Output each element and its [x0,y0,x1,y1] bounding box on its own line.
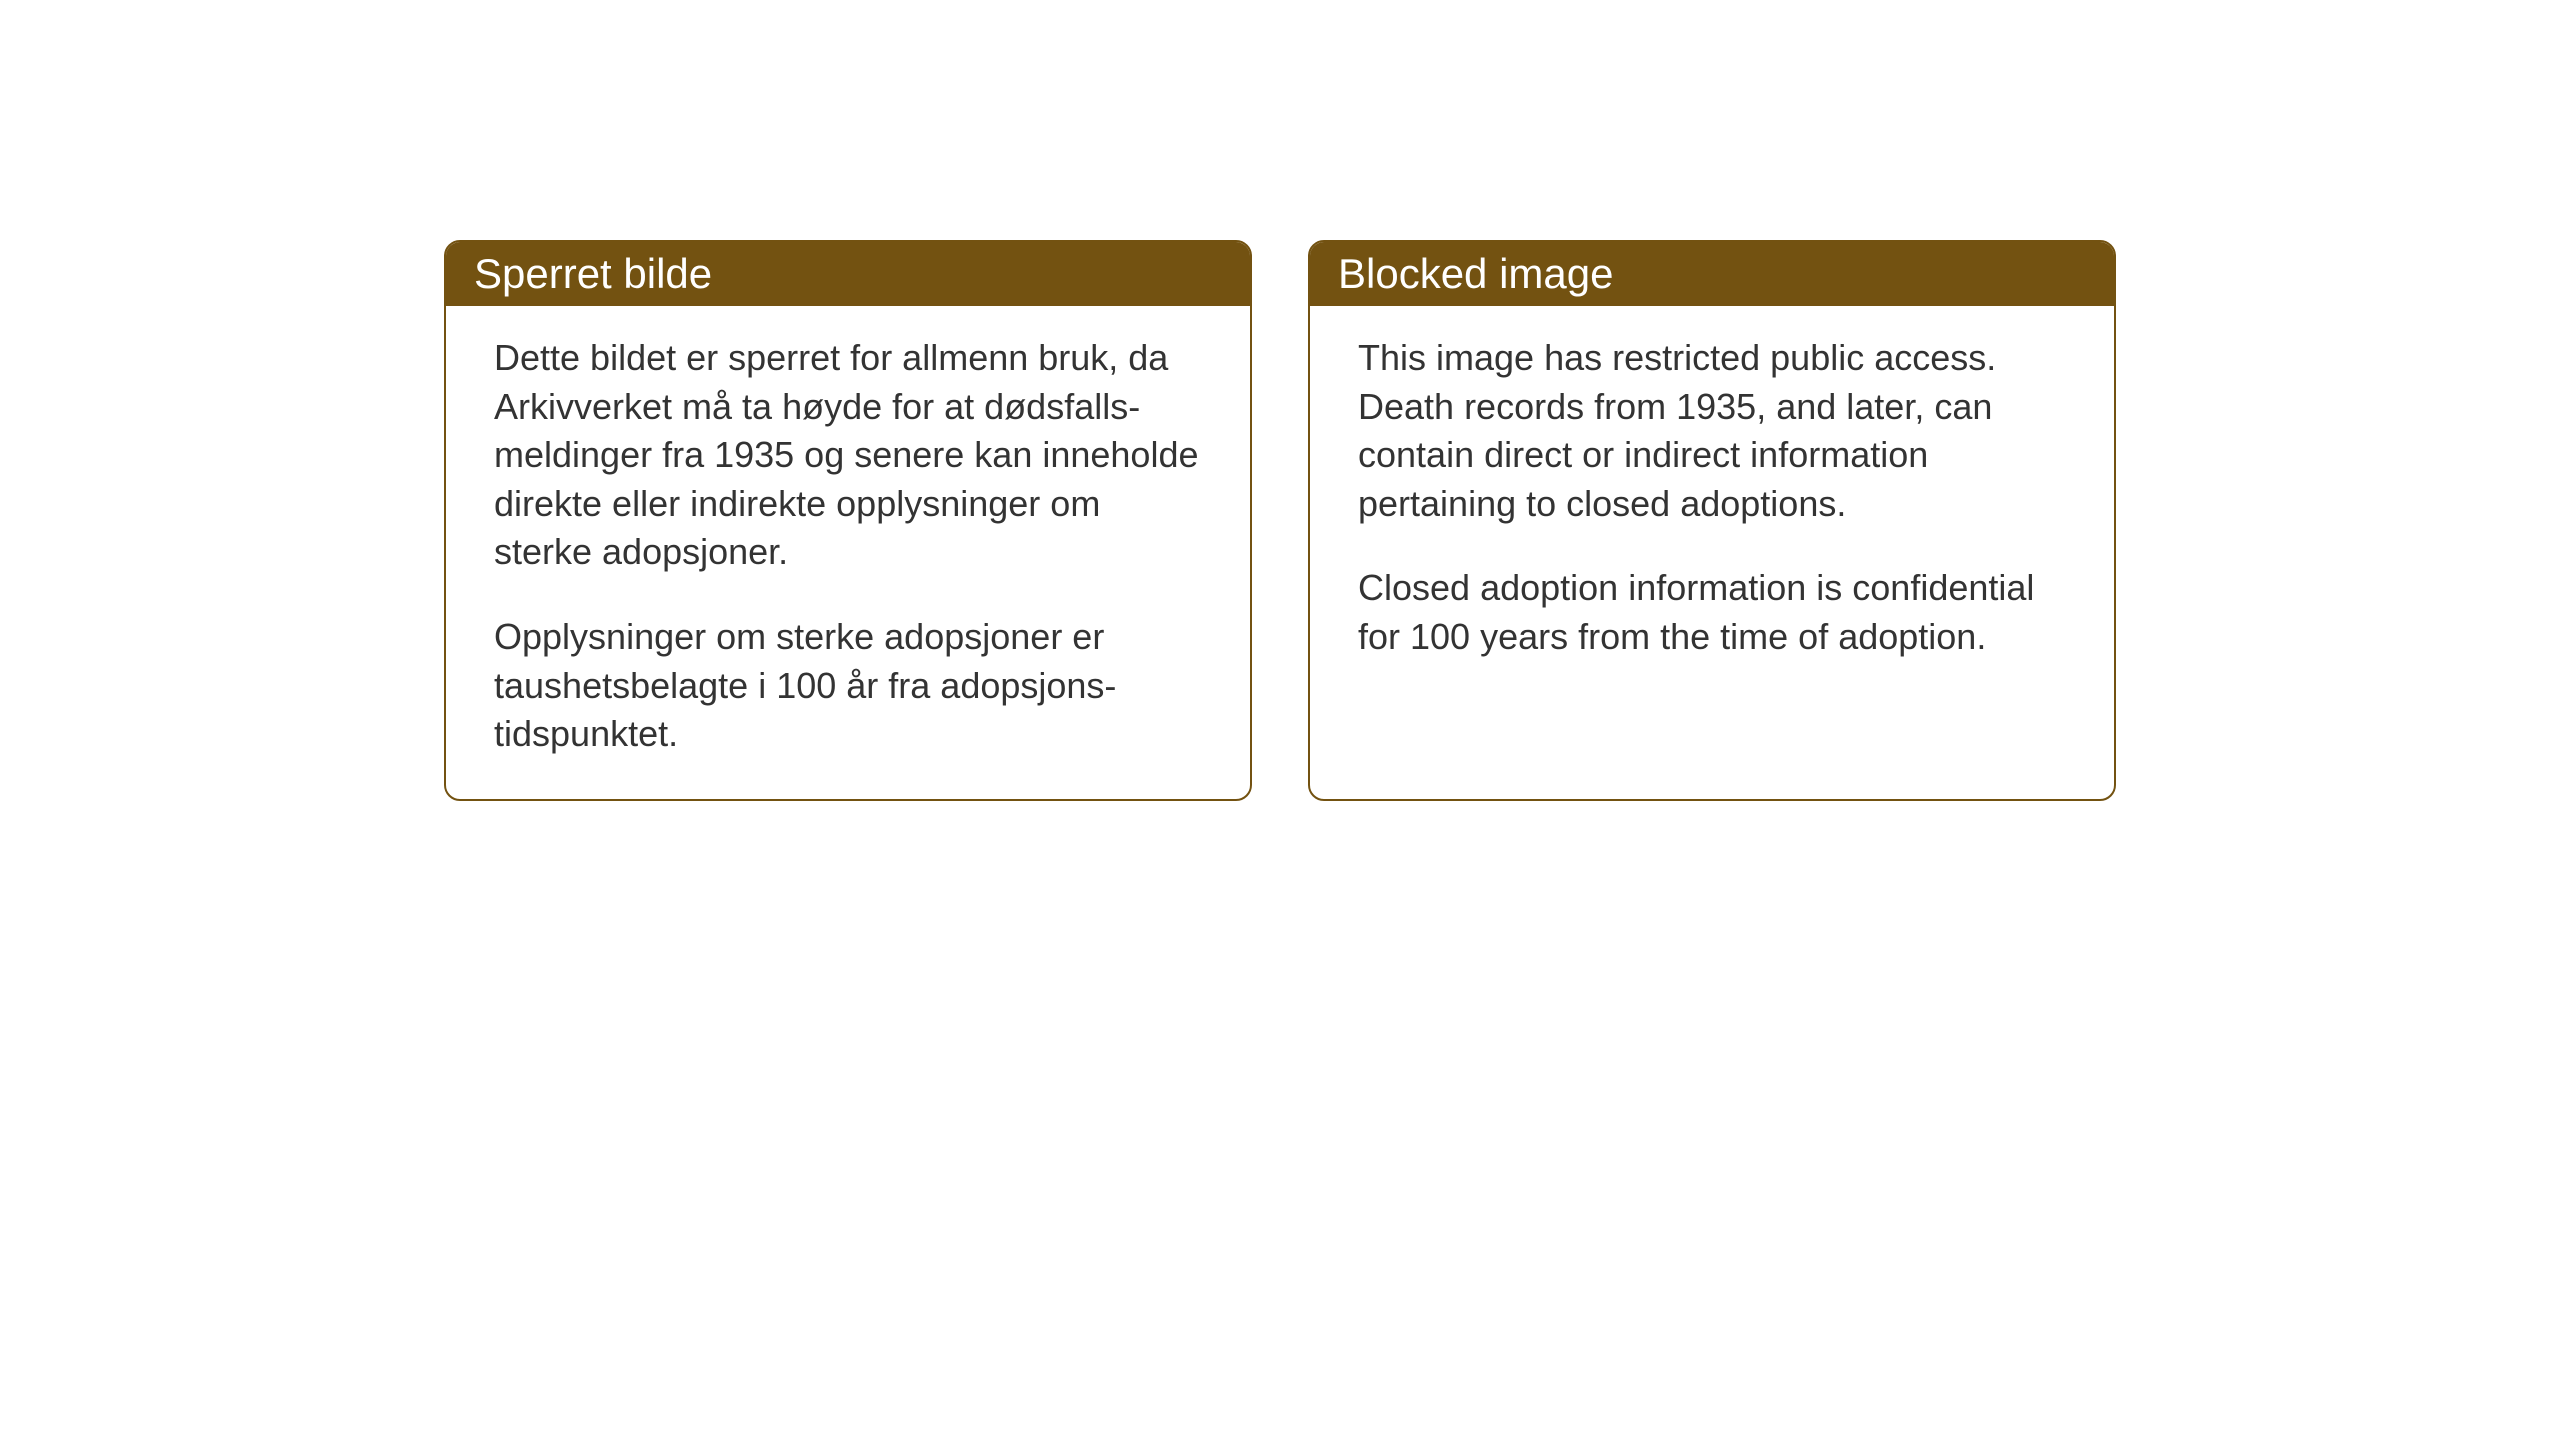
english-card-title: Blocked image [1310,242,2114,306]
norwegian-notice-card: Sperret bilde Dette bildet er sperret fo… [444,240,1252,801]
norwegian-card-body: Dette bildet er sperret for allmenn bruk… [446,306,1250,799]
norwegian-card-title: Sperret bilde [446,242,1250,306]
english-notice-card: Blocked image This image has restricted … [1308,240,2116,801]
english-card-body: This image has restricted public access.… [1310,306,2114,702]
norwegian-paragraph-2: Opplysninger om sterke adopsjoner er tau… [494,613,1202,759]
english-paragraph-1: This image has restricted public access.… [1358,334,2066,528]
english-paragraph-2: Closed adoption information is confident… [1358,564,2066,661]
norwegian-paragraph-1: Dette bildet er sperret for allmenn bruk… [494,334,1202,577]
notice-container: Sperret bilde Dette bildet er sperret fo… [444,240,2116,801]
